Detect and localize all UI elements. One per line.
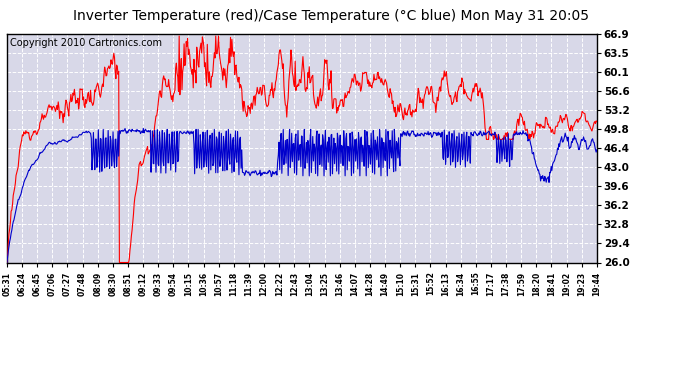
Text: Inverter Temperature (red)/Case Temperature (°C blue) Mon May 31 20:05: Inverter Temperature (red)/Case Temperat… xyxy=(73,9,589,23)
Text: Copyright 2010 Cartronics.com: Copyright 2010 Cartronics.com xyxy=(10,38,162,48)
